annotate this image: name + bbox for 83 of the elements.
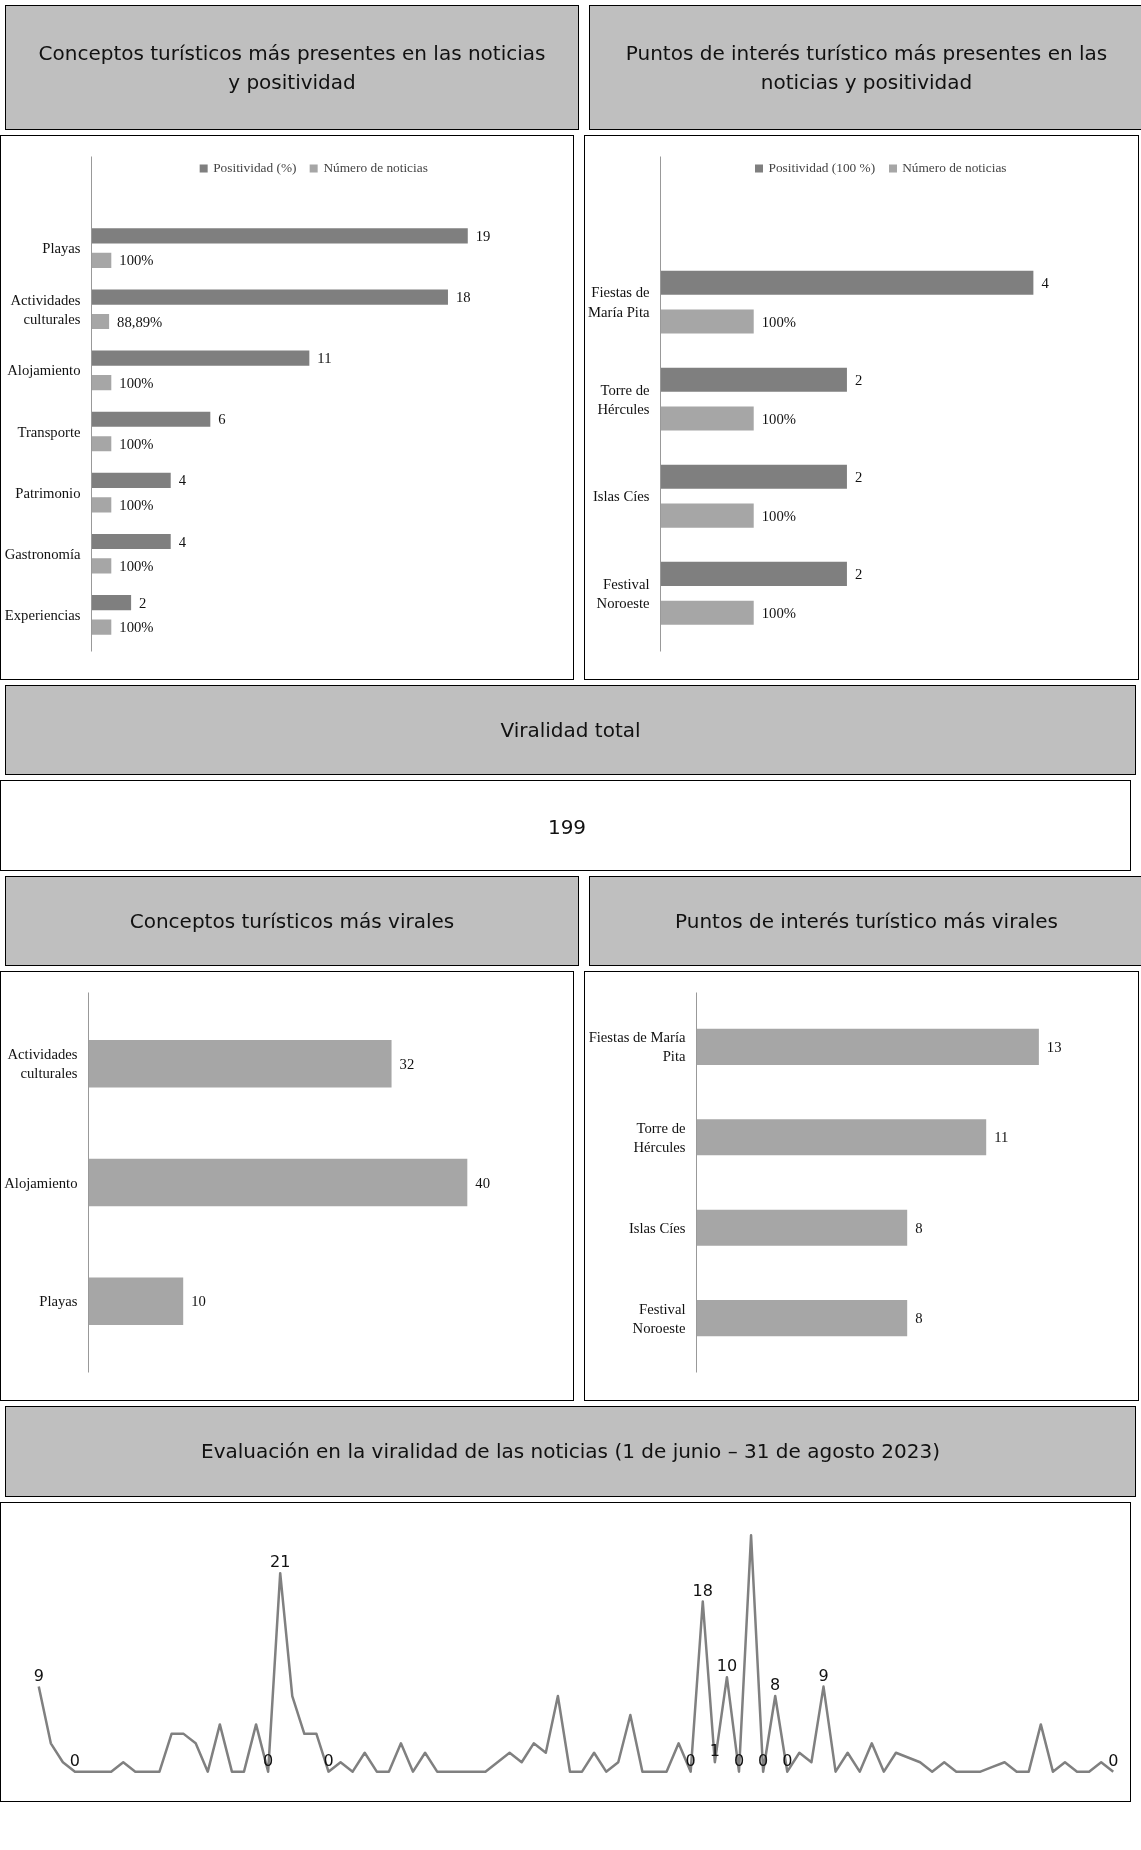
bar [91, 313, 110, 330]
bar [91, 289, 448, 305]
y-tick-label: Transporte [17, 423, 81, 440]
data-label: 11 [994, 1129, 1009, 1146]
data-label: 10 [716, 1656, 738, 1676]
bar [91, 350, 310, 366]
data-label: 8 [770, 1675, 781, 1695]
y-tick-label: Patrimonio [15, 484, 81, 501]
bar [91, 619, 112, 635]
bar [91, 533, 171, 550]
data-label: 32 [399, 1055, 415, 1072]
data-label: 21 [270, 1552, 291, 1572]
y-tick-label: Festival Noroeste [596, 575, 650, 611]
data-label: 19 [475, 227, 491, 244]
data-label: 100% [119, 496, 154, 513]
data-label: 9 [33, 1665, 44, 1685]
bar [91, 436, 112, 452]
data-label: 100% [119, 374, 154, 391]
data-label: 100% [119, 435, 154, 452]
data-label: 100% [119, 557, 154, 574]
bar [91, 472, 171, 488]
bar [91, 411, 211, 427]
data-label: 40 [475, 1174, 490, 1191]
data-label: 0 [1108, 1750, 1119, 1770]
data-label: 100% [761, 507, 796, 524]
bar [91, 375, 112, 391]
chart-title: Puntos de interés turístico más presentes en las noticias y positividad [590, 6, 1141, 129]
y-tick-label: Gastronomía [4, 545, 81, 562]
data-label: 0 [782, 1750, 793, 1770]
text: 199 [547, 815, 587, 839]
legend-label: Número de noticias [323, 160, 428, 176]
data-label: 100% [119, 252, 154, 269]
y-tick-label: Alojamiento [7, 362, 81, 379]
data-label: 100% [761, 410, 796, 427]
y-tick-label: Islas Cíes [592, 488, 650, 505]
text: Viralidad total [6, 686, 1135, 774]
y-tick-label: Fiestas de María Pita [588, 1029, 686, 1065]
y-tick-label: Actividades culturales [7, 1046, 78, 1082]
y-tick-label: Playas [39, 1293, 78, 1310]
data-label: 2 [854, 371, 863, 388]
y-tick-label: Festival Noroeste [632, 1300, 686, 1336]
bar [91, 595, 132, 611]
data-label: 2 [854, 468, 863, 485]
data-label: 100% [119, 619, 154, 636]
data-label: 6 [218, 411, 226, 428]
data-label: 13 [1046, 1038, 1062, 1055]
y-tick-label: Actividades culturales [10, 291, 81, 327]
data-label: 2 [854, 565, 863, 582]
bar [91, 252, 112, 268]
data-label: 10 [191, 1293, 206, 1310]
data-label: 0 [685, 1750, 696, 1770]
data-label: 88,89% [117, 313, 163, 330]
y-tick-label: Experiencias [4, 606, 81, 623]
legend-label: Positividad (100 %) [768, 160, 876, 176]
y-tick-label: Torre de Hércules [633, 1119, 686, 1155]
chart-title: Conceptos turísticos más presentes en las noticias y positividad [6, 6, 578, 129]
data-label: 4 [178, 472, 187, 489]
data-label: 0 [69, 1750, 81, 1770]
bar [91, 558, 112, 574]
data-label: 8 [915, 1219, 923, 1236]
bar [91, 228, 468, 244]
data-label: 11 [317, 350, 332, 367]
chart-title: Puntos de interés turístico más virales [590, 877, 1141, 965]
y-tick-label: Islas Cíes [628, 1219, 686, 1236]
data-label: 18 [692, 1580, 713, 1600]
y-tick-label: Fiestas de María Pita [588, 284, 650, 320]
data-label: 100% [761, 604, 796, 621]
data-label: 4 [1041, 274, 1050, 291]
y-tick-label: Playas [42, 240, 81, 257]
data-label: 100% [761, 313, 796, 330]
data-label: 2 [139, 594, 147, 611]
legend-label: Número de noticias [902, 160, 1007, 176]
y-tick-label: Torre de Hércules [597, 381, 650, 417]
legend-label: Positividad (%) [213, 160, 297, 176]
data-label: 8 [915, 1310, 923, 1327]
chart-title: Conceptos turísticos más virales [6, 877, 578, 965]
bar [91, 497, 112, 513]
chart-title: Evaluación en la viralidad de las noticias (1 de junio – 31 de agosto 2023) [6, 1407, 1135, 1496]
data-label: 0 [323, 1750, 334, 1770]
data-label: 4 [178, 533, 187, 550]
y-tick-label: Alojamiento [4, 1174, 78, 1191]
data-label: 18 [455, 289, 471, 306]
data-label: 9 [818, 1665, 829, 1685]
